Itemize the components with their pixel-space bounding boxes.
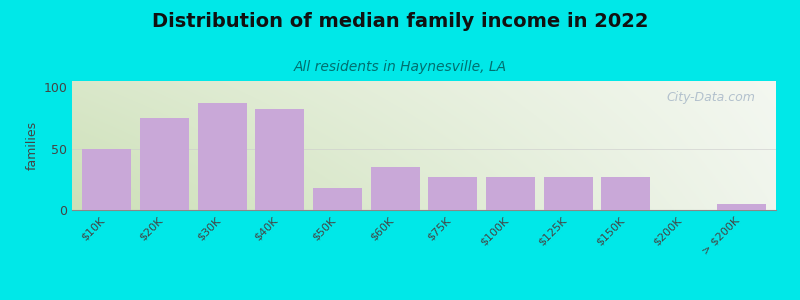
Y-axis label: families: families xyxy=(26,121,39,170)
Text: All residents in Haynesville, LA: All residents in Haynesville, LA xyxy=(294,60,506,74)
Bar xyxy=(602,177,650,210)
Bar xyxy=(370,167,420,210)
Text: Distribution of median family income in 2022: Distribution of median family income in … xyxy=(152,12,648,31)
Bar xyxy=(198,103,246,210)
Bar xyxy=(717,204,766,210)
Text: City-Data.com: City-Data.com xyxy=(666,91,755,104)
Bar xyxy=(544,177,593,210)
Bar xyxy=(255,109,304,210)
Bar xyxy=(428,177,478,210)
Bar xyxy=(486,177,535,210)
Bar xyxy=(140,118,189,210)
Bar xyxy=(82,148,131,210)
Bar xyxy=(313,188,362,210)
